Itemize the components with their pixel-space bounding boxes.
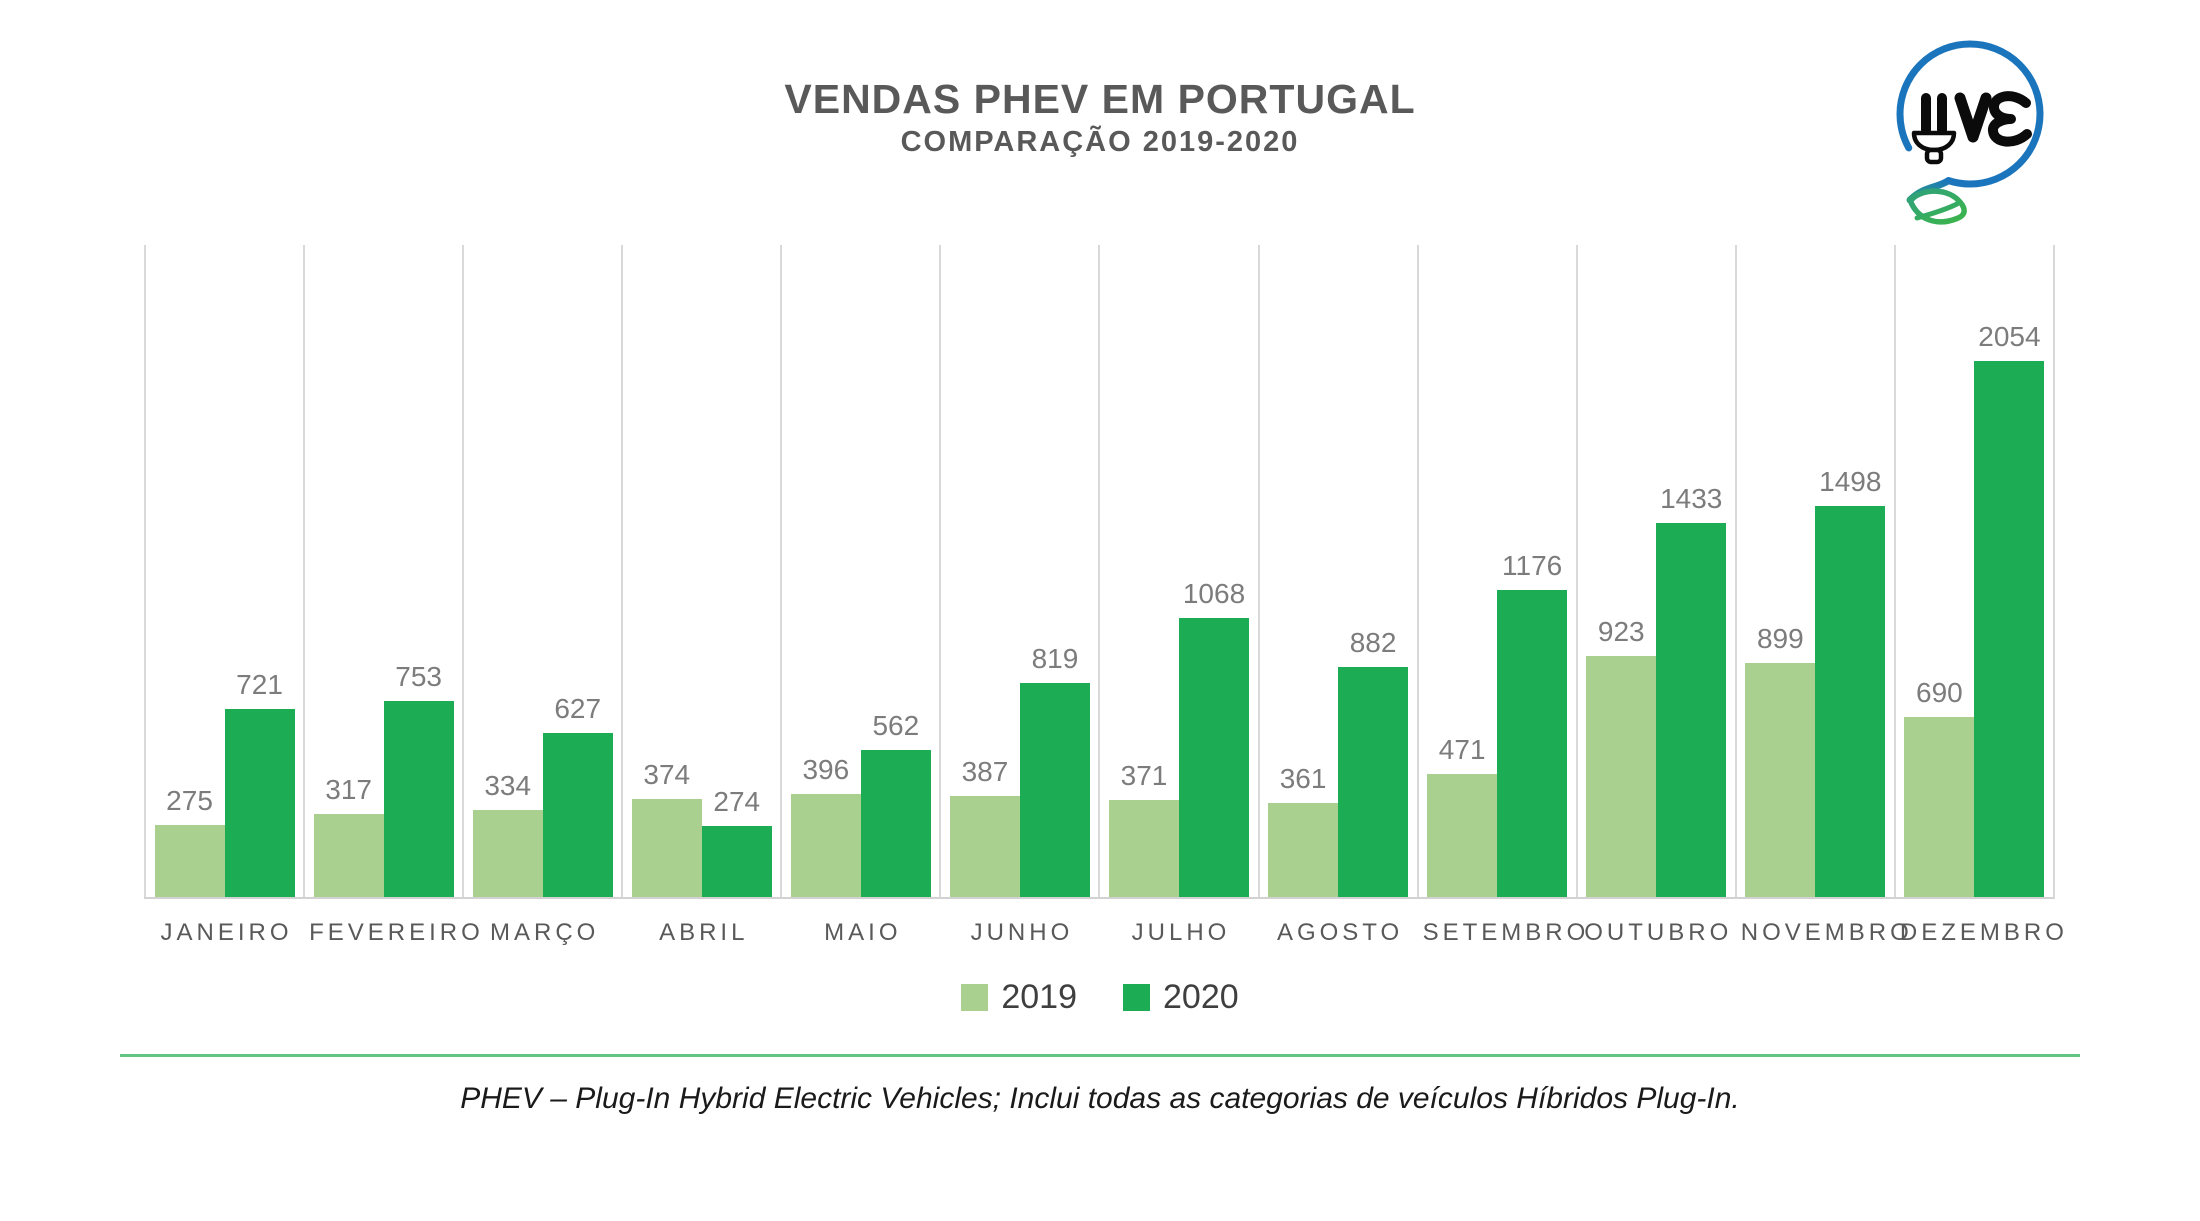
month-label-janeiro: JANEIRO xyxy=(160,919,293,946)
month-slot-agosto: 361 882 AGOSTO xyxy=(1257,245,1417,946)
bar-2019-março: 334 xyxy=(472,770,543,897)
month-label-fevereiro: FEVEREIRO xyxy=(309,919,484,946)
legend-swatch-2020 xyxy=(1123,984,1150,1011)
month-label-julho: JULHO xyxy=(1131,919,1231,946)
value-label-2019-agosto: 361 xyxy=(1279,763,1327,794)
bar-2020-setembro: 1176 xyxy=(1497,550,1568,897)
bar-2019-junho: 387 xyxy=(949,756,1020,897)
value-label-2020-dezembro: 2054 xyxy=(1978,321,2041,352)
month-label-agosto: AGOSTO xyxy=(1276,919,1404,946)
value-label-2020-junho: 819 xyxy=(1031,643,1079,674)
month-label-dezembro: DEZEMBRO xyxy=(1899,919,2068,946)
month-slot-novembro: 899 1498 NOVEMBRO xyxy=(1734,245,1909,946)
footnote: PHEV – Plug-In Hybrid Electric Vehicles;… xyxy=(460,1082,1740,1115)
bar-2020-dezembro: 2054 xyxy=(1974,321,2045,897)
bar-2019-novembro: 899 xyxy=(1745,623,1816,897)
legend-label-2019: 2019 xyxy=(1001,978,1077,1016)
month-slot-junho: 387 819 JUNHO xyxy=(939,245,1098,946)
value-label-2020-maio: 562 xyxy=(872,710,920,741)
month-label-junho: JUNHO xyxy=(970,919,1074,946)
bar-2019-julho: 371 xyxy=(1109,760,1179,897)
plot-area: 275 721 JANEIRO 317 753 FEVEREIRO 334 627 MARÇO 3… xyxy=(144,245,2064,946)
month-slot-julho: 371 1068 JULHO xyxy=(1098,245,1257,946)
legend: 2019 2020 xyxy=(0,978,2200,1017)
bar-2020-fevereiro: 753 xyxy=(383,661,454,897)
bar-2020-maio: 562 xyxy=(860,710,931,897)
month-slot-abril: 374 274 ABRIL xyxy=(621,245,780,946)
legend-item-2019: 2019 xyxy=(961,978,1077,1017)
legend-item-2020: 2020 xyxy=(1123,978,1239,1017)
month-label-março: MARÇO xyxy=(490,919,600,946)
month-label-outubro: OUTUBRO xyxy=(1584,919,1733,946)
value-label-2020-fevereiro: 753 xyxy=(395,661,442,692)
bar-2020-novembro: 1498 xyxy=(1815,466,1886,897)
bar-2019-maio: 396 xyxy=(790,754,861,897)
legend-swatch-2019 xyxy=(961,984,989,1011)
month-label-setembro: SETEMBRO xyxy=(1422,919,1590,946)
value-label-2020-setembro: 1176 xyxy=(1502,550,1563,581)
value-label-2019-dezembro: 690 xyxy=(1916,677,1963,708)
value-label-2019-maio: 396 xyxy=(802,754,850,785)
value-label-2019-junho: 387 xyxy=(961,756,1009,787)
bar-2020-junho: 819 xyxy=(1019,643,1090,897)
value-label-2020-novembro: 1498 xyxy=(1819,466,1882,497)
logo-plug-u-icon xyxy=(1911,93,1957,165)
value-label-2020-março: 627 xyxy=(554,693,602,724)
bar-2019-fevereiro: 317 xyxy=(313,774,384,897)
month-label-maio: MAIO xyxy=(824,919,902,946)
month-slot-fevereiro: 317 753 FEVEREIRO xyxy=(303,245,480,946)
bar-2019-abril: 374 xyxy=(631,759,702,897)
bar-2019-dezembro: 690 xyxy=(1904,677,1975,897)
logo-leaf-icon xyxy=(1907,188,1967,225)
month-slot-dezembro: 690 2054 DEZEMBRO xyxy=(1893,245,2064,946)
value-label-2019-março: 334 xyxy=(484,770,532,801)
value-label-2019-novembro: 899 xyxy=(1756,623,1804,654)
legend-label-2020: 2020 xyxy=(1163,978,1239,1016)
bar-2019-setembro: 471 xyxy=(1427,734,1498,897)
value-label-2020-abril: 274 xyxy=(713,786,761,817)
month-slot-março: 334 627 MARÇO xyxy=(462,245,621,946)
bar-2020-outubro: 1433 xyxy=(1656,483,1727,897)
chart-subtitle: COMPARAÇÃO 2019-2020 xyxy=(900,126,1300,158)
bar-2020-julho: 1068 xyxy=(1179,578,1249,897)
bar-2020-março: 627 xyxy=(542,693,613,897)
month-slot-outubro: 923 1433 OUTUBRO xyxy=(1575,245,1735,946)
month-slot-janeiro: 275 721 JANEIRO xyxy=(144,245,303,946)
value-label-2019-fevereiro: 317 xyxy=(325,774,372,805)
month-label-abril: ABRIL xyxy=(659,919,749,946)
value-label-2019-janeiro: 275 xyxy=(166,785,213,816)
value-label-2020-julho: 1068 xyxy=(1182,578,1246,609)
bar-2020-agosto: 882 xyxy=(1338,627,1409,897)
month-slot-maio: 396 562 MAIO xyxy=(780,245,939,946)
month-slot-setembro: 471 1176 SETEMBRO xyxy=(1416,245,1585,946)
bar-2020-abril: 274 xyxy=(701,786,772,897)
bar-2019-outubro: 923 xyxy=(1586,616,1657,897)
bar-2019-janeiro: 275 xyxy=(154,785,225,897)
bar-2020-janeiro: 721 xyxy=(224,669,295,897)
value-label-2019-julho: 371 xyxy=(1120,760,1168,791)
value-label-2019-setembro: 471 xyxy=(1438,734,1486,765)
value-label-2020-outubro: 1433 xyxy=(1660,483,1723,514)
month-label-novembro: NOVEMBRO xyxy=(1740,919,1913,946)
value-label-2019-abril: 374 xyxy=(643,759,691,790)
footer-divider xyxy=(120,1054,2080,1057)
value-label-2020-agosto: 882 xyxy=(1349,627,1397,658)
value-label-2019-outubro: 923 xyxy=(1597,616,1645,647)
uve-logo xyxy=(1896,40,2044,225)
value-label-2020-janeiro: 721 xyxy=(236,669,283,700)
logo-letters xyxy=(1954,91,2032,147)
bar-2019-agosto: 361 xyxy=(1268,763,1339,897)
chart-title: VENDAS PHEV EM PORTUGAL xyxy=(784,76,1416,122)
